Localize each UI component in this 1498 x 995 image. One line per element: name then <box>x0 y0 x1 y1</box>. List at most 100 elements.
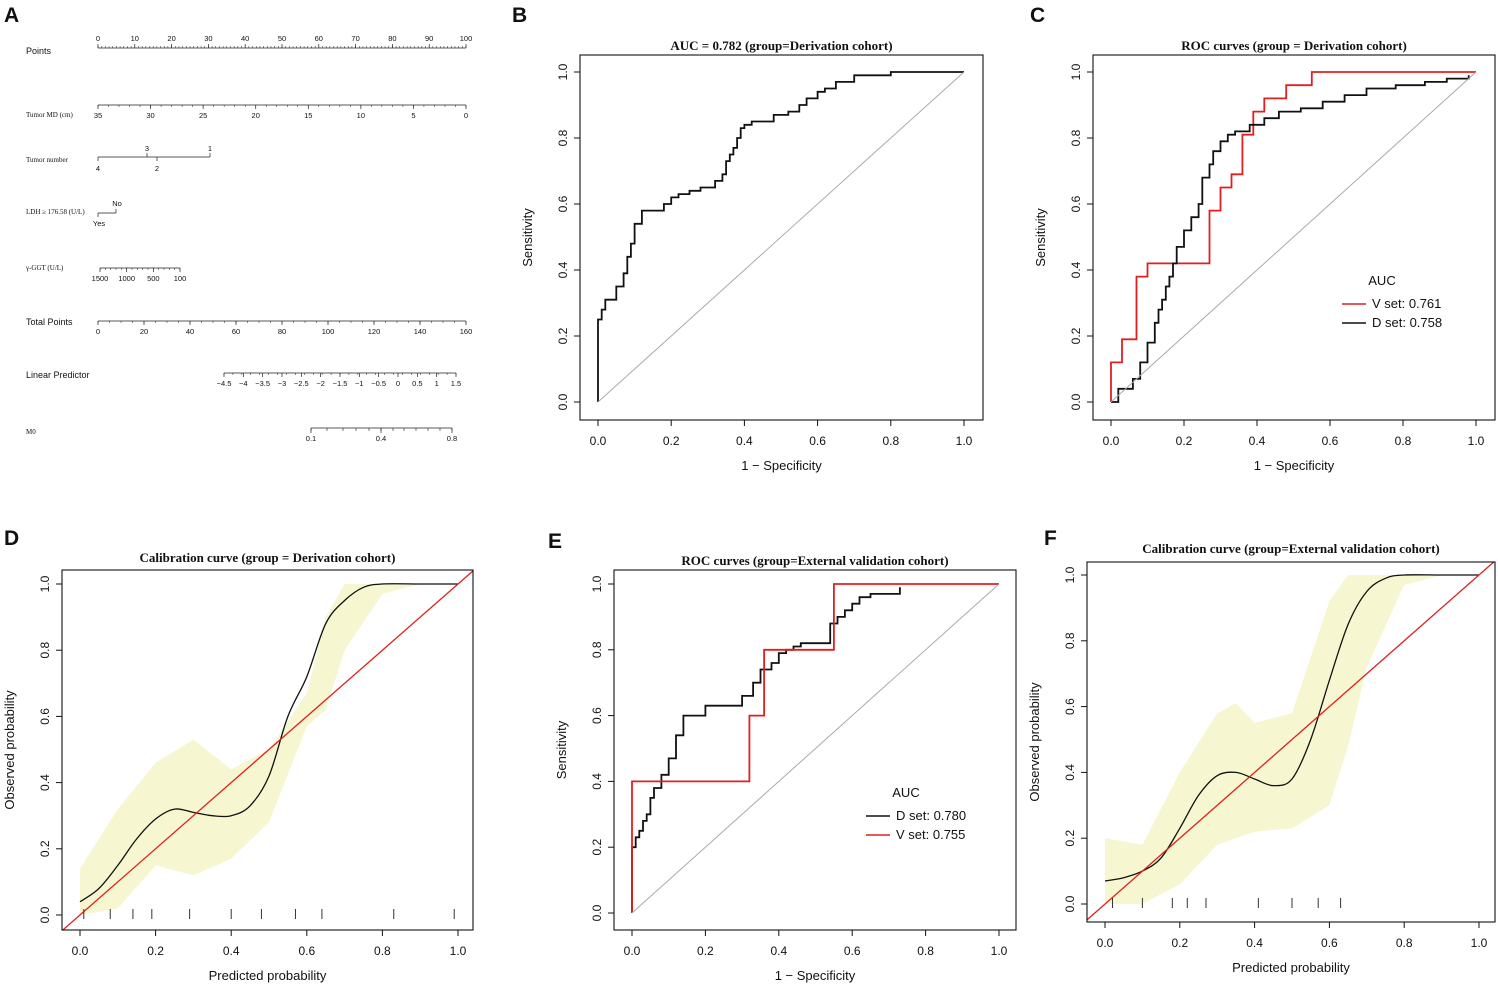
roc-comparison-chart-validation: 0.0 0.0 0.2 0.2 0.4 0.4 0.6 0.6 0.8 0.8 1.0 1.0 ROC … <box>554 553 1017 983</box>
y-tick-label: 0.2 <box>556 327 570 344</box>
x-tick-label: 0.4 <box>1246 936 1263 950</box>
legend-title: AUC <box>892 785 919 800</box>
plot-frame <box>579 54 984 421</box>
points-tick-label: 80 <box>388 34 396 43</box>
x-tick-label: 0.0 <box>1097 936 1114 950</box>
x-tick-label: 1.0 <box>1471 936 1488 950</box>
x-tick-label: 0.2 <box>697 944 714 958</box>
x-axis-label: 1 − Specificity <box>1254 458 1335 473</box>
series-line <box>597 71 964 402</box>
y-tick-label: 0.6 <box>590 707 604 724</box>
chart-title: ROC curves (group = Derivation cohort) <box>1181 38 1407 53</box>
panel-label-f: F <box>1044 527 1057 550</box>
plot-frame <box>613 569 1017 931</box>
y-tick-label: 0.8 <box>38 642 52 659</box>
ggt-tick-label: 1500 <box>92 274 109 283</box>
points-tick-label: 10 <box>131 34 139 43</box>
chart-title: ROC curves (group=External validation co… <box>681 553 948 568</box>
y-tick-label: 0.4 <box>38 774 52 791</box>
y-tick-label: 0.2 <box>1063 830 1077 847</box>
total-points-tick-label: 140 <box>414 327 427 336</box>
linear-predictor-tick-label: −4.5 <box>217 379 232 388</box>
series-line <box>631 583 999 913</box>
x-tick-label: 0.6 <box>298 944 315 958</box>
linear-predictor-tick-label: −2 <box>316 379 325 388</box>
linear-predictor-tick-label: 1.5 <box>451 379 461 388</box>
x-tick-label: 0.2 <box>663 434 680 448</box>
y-tick-label: 0.6 <box>1063 698 1077 715</box>
nomogram-row-label: Total Points <box>26 317 73 327</box>
y-tick-label: 1.0 <box>556 63 570 80</box>
points-tick-label: 50 <box>278 34 286 43</box>
total-points-tick-label: 160 <box>460 327 473 336</box>
linear-predictor-tick-label: −3 <box>278 379 287 388</box>
total-points-tick-label: 100 <box>322 327 335 336</box>
x-tick-label: 0.4 <box>1249 434 1266 448</box>
m0-tick-label: 0.8 <box>447 434 457 443</box>
tumor-number-tick-label: 3 <box>145 144 149 153</box>
tumor-md-tick-label: 35 <box>94 111 102 120</box>
nomogram-row-label: Tumor MD (cm) <box>26 111 73 119</box>
x-tick-label: 1.0 <box>1468 434 1485 448</box>
tumor-md-tick-label: 20 <box>252 111 260 120</box>
legend-entry: V set: 0.755 <box>896 827 965 842</box>
chart-title: AUC = 0.782 (group=Derivation cohort) <box>670 38 892 53</box>
calibration-curve <box>1104 574 1479 882</box>
y-tick-label: 0.4 <box>590 773 604 790</box>
plot-area <box>1110 71 1477 403</box>
total-points-tick-label: 0 <box>96 327 100 336</box>
linear-predictor-tick-label: −1.5 <box>333 379 348 388</box>
y-tick-label: 0.8 <box>1069 129 1083 146</box>
calibration-curve <box>79 583 458 903</box>
series-line <box>631 587 901 913</box>
ideal-line <box>1087 562 1495 921</box>
tumor-md-tick-label: 30 <box>146 111 154 120</box>
y-tick-label: 0.0 <box>556 393 570 410</box>
tumor-md-tick-label: 15 <box>304 111 312 120</box>
plot-frame <box>1086 561 1496 923</box>
x-tick-label: 0.6 <box>844 944 861 958</box>
reference-diagonal <box>597 71 965 403</box>
points-tick-label: 20 <box>167 34 175 43</box>
y-tick-label: 1.0 <box>590 575 604 592</box>
nomogram-row-label: γ-GGT (U/L) <box>25 264 64 272</box>
x-tick-label: 0.8 <box>917 944 934 958</box>
points-tick-label: 40 <box>241 34 249 43</box>
tumor-md-tick-label: 0 <box>464 111 468 120</box>
legend-title: AUC <box>1368 273 1395 288</box>
plot-area <box>1087 562 1495 921</box>
y-axis-label: Observed probability <box>2 690 17 810</box>
panel-label-e: E <box>548 530 562 553</box>
ggt-tick-label: 1000 <box>118 274 135 283</box>
y-tick-label: 0.2 <box>38 840 52 857</box>
plot-area <box>631 583 1000 914</box>
x-tick-label: 0.0 <box>72 944 89 958</box>
y-tick-label: 0.8 <box>556 129 570 146</box>
series-line <box>1110 71 1476 402</box>
nomogram-panel: Points Tumor MD (cm) Tumor number LDH ≥ 176… <box>25 34 472 443</box>
legend-entry: D set: 0.780 <box>896 808 966 823</box>
total-points-tick-label: 20 <box>140 327 148 336</box>
points-tick-label: 90 <box>425 34 433 43</box>
plot-frame <box>1092 54 1496 421</box>
m0-tick-label: 0.4 <box>376 434 386 443</box>
x-tick-label: 0.4 <box>736 434 753 448</box>
roc-comparison-chart-derivation: 0.0 0.0 0.2 0.2 0.4 0.4 0.6 0.6 0.8 0.8 1.0 1.0 ROC … <box>1033 38 1496 473</box>
x-tick-label: 0.8 <box>1395 434 1412 448</box>
linear-predictor-tick-label: 0.5 <box>412 379 422 388</box>
x-tick-label: 0.0 <box>590 434 607 448</box>
nomogram-row-label: LDH ≥ 176.58 (U/L) <box>26 208 85 216</box>
points-tick-label: 30 <box>204 34 212 43</box>
panel-label-d: D <box>4 527 19 550</box>
linear-predictor-tick-label: −3.5 <box>255 379 270 388</box>
calibration-chart-derivation: 0.0 0.0 0.2 0.2 0.4 0.4 0.6 0.6 0.8 0.8 1.0 1.0 Cali… <box>2 550 474 983</box>
x-axis-label: Predicted probability <box>1232 960 1350 975</box>
y-tick-label: 0.2 <box>1069 327 1083 344</box>
panel-label-a: A <box>4 4 19 27</box>
tumor-number-tick-label: 4 <box>96 164 100 173</box>
linear-predictor-tick-label: 1 <box>435 379 439 388</box>
linear-predictor-tick-label: −1 <box>355 379 364 388</box>
panel-label-b: B <box>512 4 527 27</box>
y-tick-label: 1.0 <box>38 575 52 592</box>
